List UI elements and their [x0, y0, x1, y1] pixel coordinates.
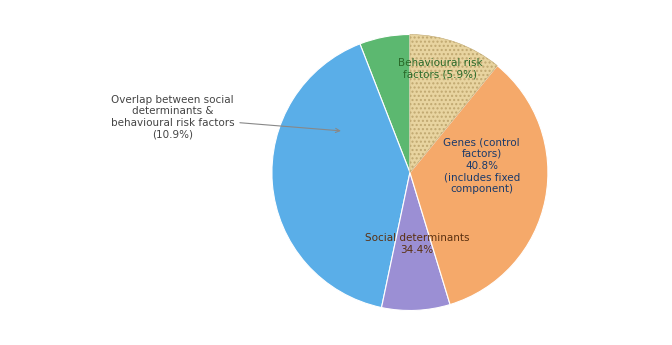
Wedge shape	[382, 172, 450, 310]
Wedge shape	[360, 34, 410, 172]
Wedge shape	[272, 44, 410, 307]
Wedge shape	[410, 34, 497, 172]
Text: Overlap between social
determinants &
behavioural risk factors
(10.9%): Overlap between social determinants & be…	[111, 95, 339, 140]
Text: Behavioural risk
factors (5.9%): Behavioural risk factors (5.9%)	[398, 58, 482, 80]
Wedge shape	[410, 66, 548, 305]
Text: Genes (control
factors)
40.8%
(includes fixed
component): Genes (control factors) 40.8% (includes …	[444, 137, 520, 194]
Text: Social determinants
34.4%: Social determinants 34.4%	[365, 234, 469, 255]
